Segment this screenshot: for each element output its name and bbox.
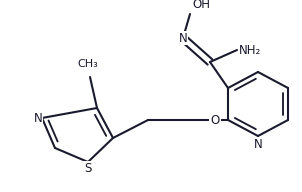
Text: S: S	[84, 161, 92, 175]
Text: N: N	[34, 112, 42, 124]
Text: OH: OH	[192, 0, 210, 11]
Text: NH₂: NH₂	[239, 44, 261, 56]
Text: O: O	[210, 113, 220, 127]
Text: CH₃: CH₃	[78, 59, 98, 69]
Text: N: N	[178, 31, 187, 45]
Text: N: N	[254, 137, 262, 151]
